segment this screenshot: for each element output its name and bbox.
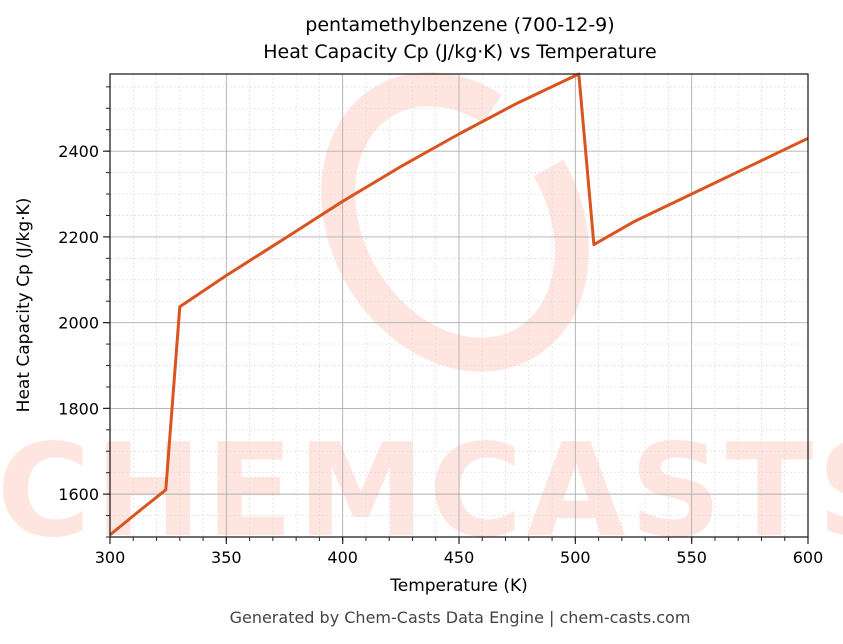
y-axis-label: Heat Capacity Cp (J/kg·K) — [14, 197, 34, 413]
svg-text:600: 600 — [793, 548, 824, 567]
chart-title: pentamethylbenzene (700-12-9) — [305, 14, 615, 36]
x-axis-label: Temperature (K) — [390, 576, 528, 596]
svg-text:2000: 2000 — [58, 314, 99, 333]
svg-text:300: 300 — [95, 548, 126, 567]
svg-text:500: 500 — [560, 548, 591, 567]
svg-text:2400: 2400 — [58, 142, 99, 161]
svg-text:450: 450 — [444, 548, 475, 567]
footer-credit: Generated by Chem-Casts Data Engine | ch… — [229, 608, 691, 627]
svg-text:350: 350 — [211, 548, 242, 567]
svg-text:400: 400 — [327, 548, 358, 567]
watermark: CHEMCASTS — [0, 72, 843, 566]
svg-text:550: 550 — [676, 548, 707, 567]
y-axis: 1600 1800 2000 2200 2400 — [58, 86, 110, 538]
cp-line — [109, 72, 809, 537]
x-axis: 300 350 400 450 500 550 600 — [95, 537, 824, 567]
svg-text:1800: 1800 — [58, 399, 99, 418]
chart-subtitle: Heat Capacity Cp (J/kg·K) vs Temperature — [263, 41, 657, 63]
svg-text:CHEMCASTS: CHEMCASTS — [0, 417, 843, 566]
svg-text:1600: 1600 — [58, 485, 99, 504]
svg-text:2200: 2200 — [58, 228, 99, 247]
